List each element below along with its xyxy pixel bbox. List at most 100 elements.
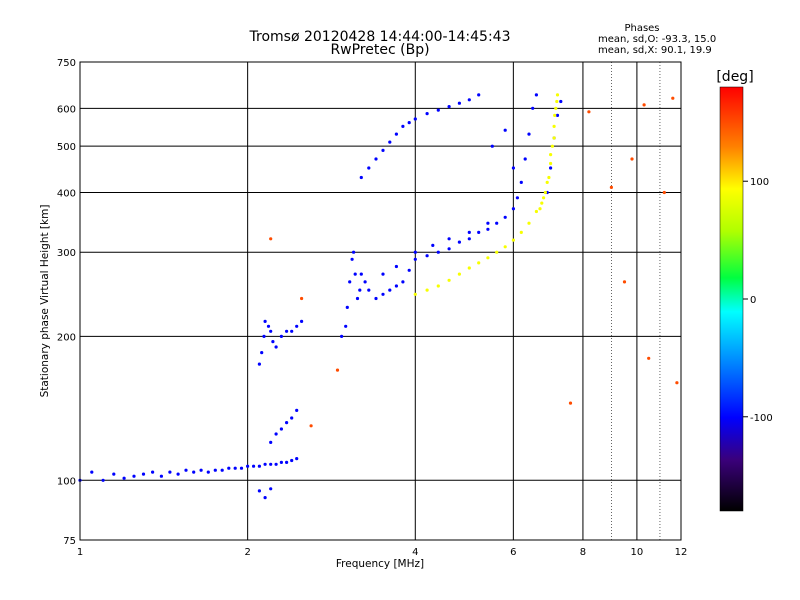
- echo-point: [540, 201, 544, 205]
- echo-point: [515, 196, 520, 200]
- echo-point: [168, 470, 172, 474]
- echo-point: [141, 472, 146, 476]
- echo-point: [550, 144, 555, 148]
- echo-point: [151, 470, 155, 474]
- echo-point: [425, 112, 429, 116]
- echo-point: [531, 106, 535, 110]
- echo-point: [271, 340, 275, 344]
- y-tick-label: 750: [57, 58, 76, 69]
- echo-point: [176, 472, 180, 476]
- echo-point: [436, 250, 440, 254]
- echo-point: [257, 362, 261, 366]
- echo-point: [486, 227, 490, 231]
- echo-point: [290, 329, 294, 333]
- echo-point: [381, 148, 385, 152]
- echo-point: [609, 185, 614, 189]
- echo-point: [285, 329, 289, 333]
- echo-point: [477, 230, 481, 234]
- x-tick-label: 2: [244, 547, 250, 558]
- x-tick-label: 1: [77, 547, 83, 558]
- echo-point: [394, 264, 398, 269]
- x-axis-ticks: 1 2 4 6 8 10 12: [77, 547, 688, 558]
- echo-point: [295, 408, 299, 412]
- echo-point: [467, 237, 471, 241]
- echo-point: [285, 421, 289, 425]
- echo-point: [490, 144, 494, 148]
- echo-point: [367, 288, 371, 292]
- echo-point: [447, 105, 451, 109]
- echo-point: [199, 468, 203, 472]
- echo-point: [269, 462, 273, 466]
- echo-point: [662, 190, 666, 195]
- echo-point: [359, 175, 363, 180]
- echo-point: [552, 136, 556, 140]
- echo-point: [622, 280, 627, 284]
- echo-point: [269, 329, 273, 333]
- echo-point: [538, 207, 542, 211]
- echo-point: [363, 280, 367, 284]
- echo-point: [523, 157, 527, 161]
- echo-point: [647, 356, 651, 360]
- echo-point: [413, 257, 417, 261]
- echo-point: [279, 427, 283, 431]
- echo-point: [675, 381, 679, 385]
- echo-point: [122, 476, 126, 480]
- colorbar-tick-label: 0: [750, 295, 756, 306]
- echo-point: [527, 221, 531, 225]
- echo-point: [511, 166, 515, 170]
- echo-point: [413, 117, 417, 121]
- echo-point: [552, 124, 556, 128]
- echo-point: [477, 93, 481, 97]
- echo-point: [213, 468, 217, 472]
- echo-point: [257, 489, 261, 493]
- y-tick-label: 600: [57, 104, 76, 115]
- echo-point: [260, 351, 264, 355]
- echo-point: [549, 153, 553, 157]
- echo-point: [290, 416, 294, 420]
- chart-title: Tromsø 20120428 14:44:00-14:45:43: [249, 29, 511, 45]
- echo-point: [503, 245, 507, 249]
- echo-point: [367, 166, 371, 170]
- echo-point: [263, 319, 267, 323]
- echo-point: [431, 243, 435, 247]
- echo-point: [358, 288, 362, 292]
- echo-point: [447, 247, 451, 251]
- echo-point: [642, 103, 646, 107]
- echo-point: [266, 324, 271, 328]
- colorbar: [719, 86, 744, 512]
- echo-point: [227, 466, 231, 470]
- echo-point: [467, 266, 471, 270]
- echo-point: [290, 458, 294, 463]
- echo-point: [345, 305, 349, 309]
- y-axis-ticks: 75 100 200 300 400 500 600 750: [57, 58, 76, 547]
- data-points: [78, 93, 679, 500]
- echo-point: [388, 140, 392, 144]
- echo-point: [206, 470, 210, 474]
- echo-point: [467, 230, 471, 234]
- echo-point: [101, 478, 105, 482]
- echo-point: [295, 324, 299, 328]
- echo-point: [394, 132, 398, 136]
- echo-point: [503, 128, 507, 132]
- echo-point: [192, 470, 196, 474]
- echo-point: [477, 261, 481, 265]
- echo-point: [132, 474, 136, 478]
- echo-point: [401, 124, 405, 128]
- echo-point: [300, 296, 304, 301]
- echo-point: [425, 254, 429, 258]
- echo-point: [401, 280, 405, 284]
- echo-point: [425, 288, 429, 292]
- chart-subtitle: RwPretec (Bp): [330, 42, 429, 58]
- echo-point: [350, 257, 354, 261]
- echo-point: [340, 334, 344, 338]
- echo-point: [542, 196, 546, 200]
- plot-area: [78, 61, 682, 541]
- echo-point: [547, 175, 551, 180]
- x-axis-label: Frequency [MHz]: [336, 558, 424, 570]
- echo-point: [335, 368, 340, 372]
- y-tick-label: 300: [57, 248, 76, 259]
- echo-point: [239, 466, 244, 470]
- echo-point: [353, 272, 357, 276]
- echo-point: [355, 296, 360, 301]
- echo-point: [630, 157, 634, 161]
